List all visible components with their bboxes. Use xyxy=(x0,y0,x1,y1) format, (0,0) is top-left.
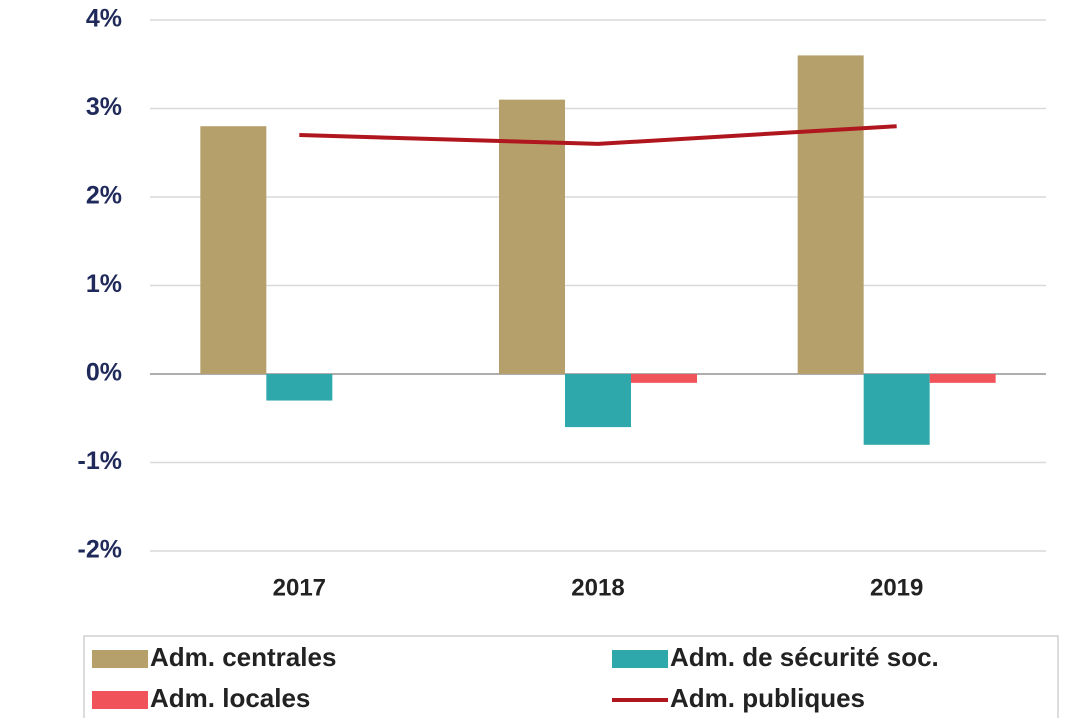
y-tick-label: 3% xyxy=(86,93,122,121)
bar xyxy=(797,55,864,375)
y-tick-label: 1% xyxy=(86,270,122,298)
legend-swatch xyxy=(612,650,668,668)
y-tick-label: -1% xyxy=(78,447,122,475)
bar xyxy=(929,374,996,383)
legend-label: Adm. locales xyxy=(150,683,310,713)
x-tick-label: 2017 xyxy=(273,574,326,601)
bar xyxy=(631,374,697,383)
bar xyxy=(266,374,333,401)
bar xyxy=(499,99,565,375)
legend-label: Adm. publiques xyxy=(670,683,865,713)
y-tick-label: 4% xyxy=(86,5,122,33)
x-tick-label: 2019 xyxy=(870,574,923,601)
legend-swatch xyxy=(92,691,148,709)
legend-swatch xyxy=(92,650,148,668)
y-tick-label: 0% xyxy=(86,359,122,387)
legend-label: Adm. de sécurité soc. xyxy=(670,642,939,672)
y-tick-label: 2% xyxy=(86,182,122,210)
bar xyxy=(565,374,631,428)
x-tick-label: 2018 xyxy=(571,574,624,601)
legend-label: Adm. centrales xyxy=(150,642,336,672)
bar xyxy=(200,126,267,374)
legend-box xyxy=(83,635,1059,723)
bar xyxy=(863,374,930,445)
line xyxy=(299,124,897,146)
y-tick-label: -2% xyxy=(78,536,122,564)
